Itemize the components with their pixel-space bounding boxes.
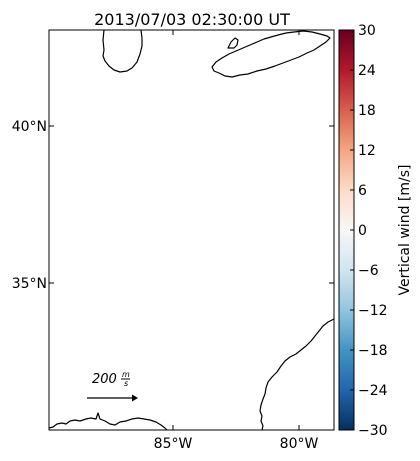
gulf-coastline [49,412,168,430]
lon-label-80: 80°W [280,436,319,452]
lake-erie-coastline [211,30,331,78]
colorbar: 30 24 18 12 6 0 −6 −12 −18 −24 −30 Vertical wind [… [338,23,413,439]
colorbar-tick-label: −12 [358,303,388,319]
scale-arrow-unit-numerator: m [122,370,130,379]
scale-arrow-head [132,394,138,402]
lat-label-40: 40°N [12,119,47,135]
map-panel: 40°N 35°N 85°W 80°W 200 m s [12,29,335,452]
colorbar-tick-label: −30 [358,423,388,439]
colorbar-tick-label: 12 [358,143,376,159]
colorbar-tick-label: 0 [358,223,367,239]
colorbar-tick-label: 30 [358,23,376,39]
colorbar-label: Vertical wind [m/s] [397,165,413,296]
lake-erie-inlet [227,37,239,49]
lat-label-35: 35°N [12,276,47,292]
lon-label-85: 85°W [154,436,193,452]
map-title: 2013/07/03 02:30:00 UT [94,10,290,29]
map-frame [48,29,335,431]
scale-arrow-value: 200 [92,372,117,387]
colorbar-tick-label: 6 [358,183,367,199]
colorbar-tick-label: 24 [358,63,376,79]
scale-arrow-unit-denominator: s [124,379,128,388]
scale-arrow-key: 200 m s [87,370,138,402]
lake-michigan-coastline [102,30,143,73]
colorbar-tick-label: −6 [358,263,379,279]
colorbar-tick-label: −18 [358,343,388,359]
scale-arrow-unit: m s [121,370,130,388]
colorbar-tick-label: −24 [358,383,388,399]
colorbar-tick-label: 18 [358,103,376,119]
colorbar-ticks: 30 24 18 12 6 0 −6 −12 −18 −24 −30 [350,23,388,439]
atlantic-coastline [259,318,334,430]
